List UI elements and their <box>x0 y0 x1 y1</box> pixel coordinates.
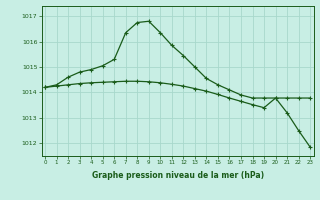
X-axis label: Graphe pression niveau de la mer (hPa): Graphe pression niveau de la mer (hPa) <box>92 171 264 180</box>
